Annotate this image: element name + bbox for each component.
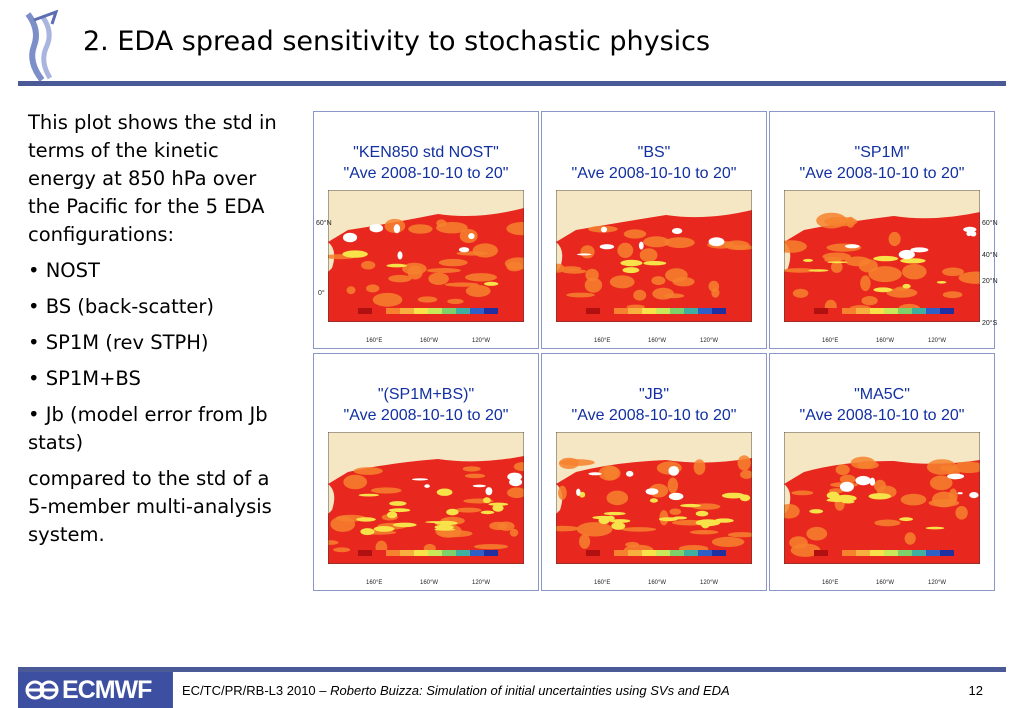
lon-label: 160°E [594,580,611,586]
lat-label: 20°N [982,278,998,285]
map-panel-grid: "KEN850 std NOST" "Ave 2008-10-10 to 20"… [313,111,998,593]
lon-label: 160°W [648,338,667,344]
lon-label: 160°E [594,338,611,344]
lon-label: 120°W [928,580,947,586]
ecmwf-mark-icon [25,680,59,700]
lon-label: 120°W [700,338,719,344]
lat-label: 40°N [982,252,998,259]
panel-title-line2: "Ave 2008-10-10 to 20" [799,165,965,182]
lon-label: 160°W [420,338,439,344]
lon-label: 160°W [876,338,895,344]
panel-title-line2: "Ave 2008-10-10 to 20" [571,407,737,424]
title-divider [18,81,1006,86]
lat-label: 20°S [982,320,998,327]
spread-map-image [784,432,980,564]
lon-label: 160°E [366,580,383,586]
panel-title-line2: "Ave 2008-10-10 to 20" [571,165,737,182]
spread-map-image [328,432,524,564]
map-panel-nost: "KEN850 std NOST" "Ave 2008-10-10 to 20"… [313,111,539,349]
spread-map-image [784,190,980,322]
map-panel-sp1m: "SP1M" "Ave 2008-10-10 to 20" 60°N 40°N … [769,111,998,349]
footer-divider [18,667,1006,672]
footer-separator [172,672,173,708]
footer-citation-italic: Roberto Buizza: Simulation of initial un… [330,683,730,698]
ecmwf-swirl-logo [25,10,59,82]
ecmwf-logo: ECMWF [18,672,172,708]
spread-map-image [328,190,524,322]
footer-citation: EC/TC/PR/RB-L3 2010 – Roberto Buizza: Si… [182,683,730,698]
panel-title-line2: "Ave 2008-10-10 to 20" [343,165,509,182]
lon-label: 120°W [928,338,947,344]
spread-map-image [556,432,752,564]
bullet-sp1m-bs: • SP1M+BS [28,367,141,390]
lon-label: 160°E [822,580,839,586]
body-intro: This plot shows the std in terms of the … [28,111,277,246]
bullet-sp1m: • SP1M (rev STPH) [28,331,209,354]
lat-label: 60°N [982,220,998,227]
page-number: 12 [968,683,983,698]
bullet-nost: • NOST [28,259,100,282]
lat-label: 0° [318,290,325,297]
bullet-jb: • Jb (model error from Jb stats) [28,403,268,454]
lon-label: 160°W [876,580,895,586]
lon-label: 120°W [472,338,491,344]
lon-label: 120°W [472,580,491,586]
footer-citation-plain: EC/TC/PR/RB-L3 2010 – [182,683,331,698]
map-panel-bs: "BS" "Ave 2008-10-10 to 20" 160°E 160°W … [541,111,767,349]
lon-label: 120°W [700,580,719,586]
panel-title-line1: "SP1M" [854,144,910,161]
ecmwf-logo-text: ECMWF [62,676,152,704]
bullet-bs: • BS (back-scatter) [28,295,215,318]
panel-title-line1: "(SP1M+BS)" [377,386,475,403]
panel-title-line1: "MA5C" [854,386,910,403]
panel-title-line1: "BS" [637,144,671,161]
panel-title-line2: "Ave 2008-10-10 to 20" [343,407,509,424]
page-title: 2. EDA spread sensitivity to stochastic … [83,26,711,57]
slide-body-text: This plot shows the std in terms of the … [28,109,290,549]
map-panel-sp1m-bs: "(SP1M+BS)" "Ave 2008-10-10 to 20" 160°E… [313,353,539,591]
lon-label: 160°E [822,338,839,344]
panel-title-line1: "JB" [638,386,670,403]
lat-label: 60°N [316,220,332,227]
panel-title-line2: "Ave 2008-10-10 to 20" [799,407,965,424]
spread-map-image [556,190,752,322]
lon-label: 160°W [648,580,667,586]
lon-label: 160°W [420,580,439,586]
body-conclusion: compared to the std of a 5-member multi-… [28,467,272,546]
lon-label: 160°E [366,338,383,344]
panel-title-line1: "KEN850 std NOST" [353,144,499,161]
map-panel-ma5c: "MA5C" "Ave 2008-10-10 to 20" 160°E 160°… [769,353,995,591]
map-panel-jb: "JB" "Ave 2008-10-10 to 20" 160°E 160°W … [541,353,767,591]
